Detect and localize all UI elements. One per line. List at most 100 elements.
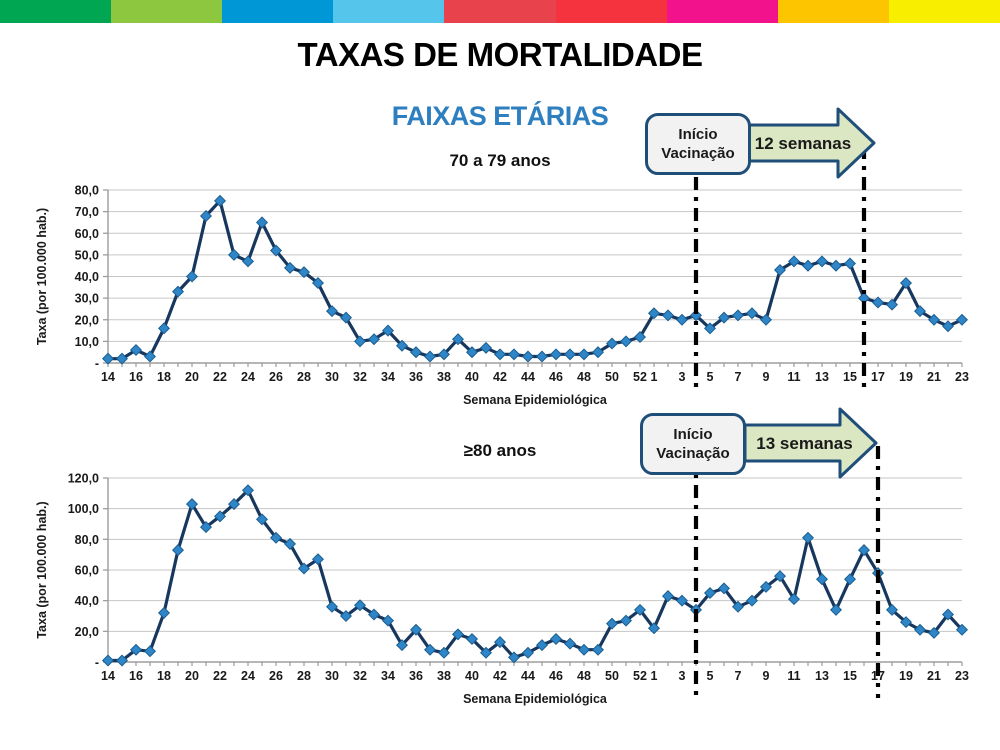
data-point-marker [703,322,717,335]
series-line [108,488,964,663]
x-tick-label: 23 [955,370,969,384]
data-point-marker [157,322,171,335]
data-point-marker [661,590,675,603]
data-point-marker [339,311,353,324]
y-tick-label: 30,0 [75,292,99,306]
data-point-marker [241,255,255,268]
data-point-marker [829,603,843,616]
x-tick-label: 14 [101,370,115,384]
data-point-marker [801,259,815,272]
data-point-marker [675,313,689,326]
x-tick-label: 52 [633,669,647,683]
data-point-marker [787,255,801,268]
data-point-marker [479,646,493,659]
x-tick-label: 15 [843,370,857,384]
x-tick-label: 28 [297,669,311,683]
data-point-marker [717,311,731,324]
x-tick-label: 5 [707,370,714,384]
x-tick-label: 28 [297,370,311,384]
data-point-marker [339,609,353,623]
x-tick-label: 22 [213,370,227,384]
x-tick-label: 24 [241,370,255,384]
x-tick-label: 42 [493,370,507,384]
data-point-marker [619,335,633,348]
x-tick-label: 9 [763,370,770,384]
x-tick-label: 14 [101,669,115,683]
data-point-marker [409,623,423,636]
data-point-marker [311,276,325,289]
data-point-marker [591,643,605,656]
chart-80-plus-anos: - 20,0 40,0 60,0 80,0 100,0 120,0 14 16 18 20 22 24 2… [35,472,969,707]
data-point-marker [647,307,661,320]
data-point-marker [843,257,857,270]
data-point-marker [269,244,283,257]
data-point-marker [829,259,843,272]
data-point-marker [101,654,115,667]
x-tick-label: 44 [521,669,535,683]
x-tick-label: 3 [679,669,686,683]
data-point-marker [759,580,773,593]
data-point-marker [899,276,913,289]
y-tick-label: 70,0 [75,205,99,219]
x-tick-label: 38 [437,669,451,683]
data-point-marker [703,586,717,600]
data-point-marker [857,292,871,305]
data-point-marker [577,643,591,656]
x-tick-label: 11 [787,370,800,384]
x-tick-label: 30 [325,370,339,384]
data-point-marker [619,614,633,627]
data-point-marker [563,348,577,361]
data-point-marker [605,617,619,630]
data-point-marker [507,348,521,361]
y-axis-title: Taxa (por 100.000 hab.) [35,208,49,345]
data-point-marker [633,331,647,344]
decorative-color-banner [0,0,1000,23]
x-tick-label: 48 [577,370,591,384]
data-point-marker [283,261,297,274]
x-tick-label: 22 [213,669,227,683]
data-point-marker [493,348,507,361]
y-tick-label: 40,0 [75,270,99,284]
data-point-marker [437,646,451,659]
chart-title-80-plus: ≥80 anos [463,441,537,460]
banner-color-block [333,0,445,23]
x-tick-label: 1 [651,370,658,384]
data-point-marker [199,209,213,222]
y-tick-label: 60,0 [75,227,99,241]
data-point-marker [647,622,661,635]
data-point-marker [381,614,395,627]
x-tick-label: 18 [157,370,171,384]
banner-color-block [444,0,556,23]
x-tick-label: 42 [493,669,507,683]
y-tick-label: 20,0 [75,625,99,639]
data-point-marker [157,606,171,619]
x-tick-label: 17 [871,669,885,683]
data-point-marker [591,346,605,359]
data-point-marker [857,544,871,557]
data-point-marker [941,320,955,333]
data-point-marker [717,582,731,595]
banner-color-block [777,0,889,23]
data-point-marker [451,333,465,346]
chart-70-79-anos: - 10,0 20,0 30,0 40,0 50,0 60,0 70,0 80,0 14 16 18 2… [35,184,969,408]
vaccination-start-callout-top: Início Vacinação [645,113,751,175]
data-point-marker [451,628,465,641]
data-point-marker [913,623,927,636]
data-point-marker [661,309,675,322]
data-point-marker [885,603,899,616]
x-tick-label: 20 [185,669,199,683]
x-axis-title: Semana Epidemiológica [463,393,608,407]
data-point-marker [101,352,115,365]
data-point-marker [129,344,143,357]
x-tick-label: 40 [465,669,479,683]
data-point-marker [465,346,479,359]
x-tick-label: 46 [549,370,563,384]
data-point-marker [297,266,311,279]
x-tick-label: 13 [815,669,829,683]
x-tick-label: 17 [871,370,885,384]
data-point-marker [549,632,563,646]
data-point-marker [871,296,885,309]
callout-text-line1: Início [673,425,713,443]
data-point-marker [115,352,129,365]
